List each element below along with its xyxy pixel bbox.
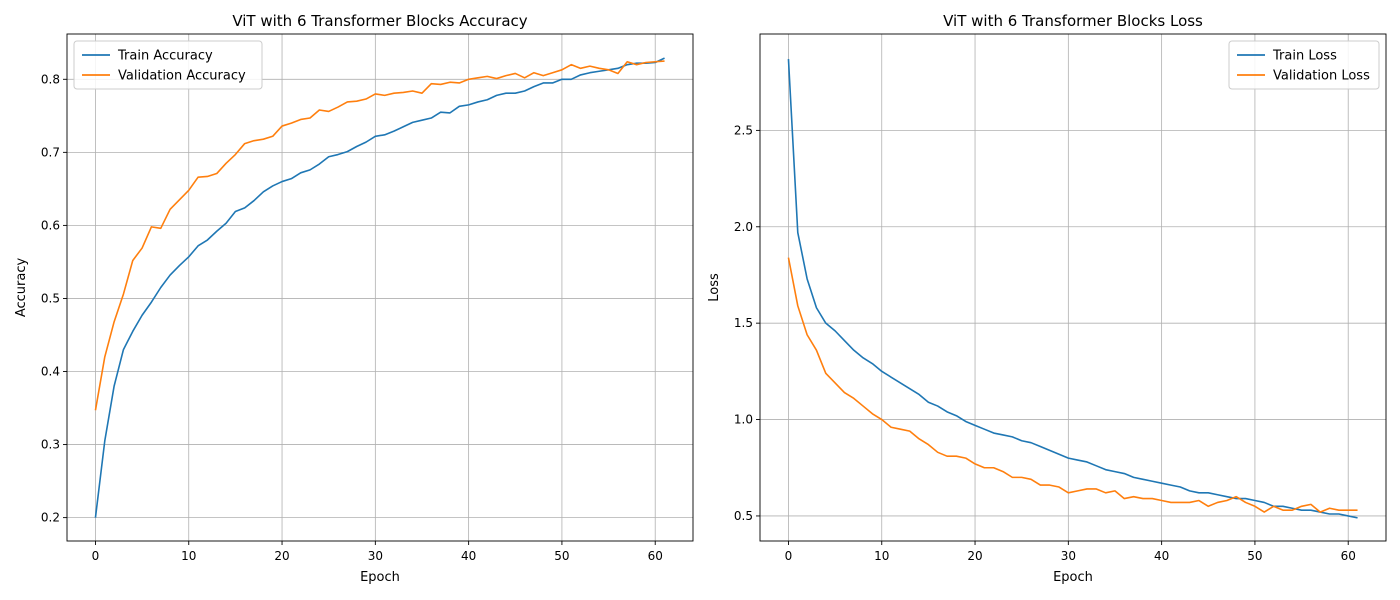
y-tick-label: 0.7 bbox=[41, 145, 60, 159]
x-tick-label: 10 bbox=[874, 549, 889, 563]
y-tick-label: 0.2 bbox=[41, 511, 60, 525]
x-tick-label: 20 bbox=[274, 549, 289, 563]
x-axis-label: Epoch bbox=[360, 570, 400, 585]
x-tick-label: 30 bbox=[368, 549, 383, 563]
legend-box bbox=[1228, 40, 1380, 90]
series-line-validation-loss bbox=[787, 257, 1358, 513]
y-tick-label: 0.5 bbox=[41, 291, 60, 305]
x-tick-label: 0 bbox=[785, 549, 793, 563]
y-tick-label: 2.5 bbox=[734, 123, 753, 137]
series-line-train-loss bbox=[787, 59, 1358, 519]
x-tick-label: 30 bbox=[1061, 549, 1076, 563]
y-tick-label: 2.0 bbox=[734, 220, 753, 234]
x-tick-label: 60 bbox=[1341, 549, 1356, 563]
y-tick-label: 1.0 bbox=[734, 413, 753, 427]
legend-entry: Validation Accuracy bbox=[118, 69, 246, 84]
x-tick-label: 50 bbox=[554, 549, 569, 563]
y-tick-label: 0.8 bbox=[41, 72, 60, 86]
grid bbox=[67, 34, 693, 541]
x-tick-label: 50 bbox=[1247, 549, 1262, 563]
x-axis-label: Epoch bbox=[1053, 570, 1093, 585]
plot-frame bbox=[759, 33, 1387, 542]
grid bbox=[760, 34, 1386, 541]
x-tick-label: 20 bbox=[967, 549, 982, 563]
y-axis-label: Loss bbox=[707, 273, 722, 302]
legend-entry: Train Loss bbox=[1272, 49, 1337, 64]
y-tick-label: 1.5 bbox=[734, 316, 753, 330]
y-tick-label: 0.6 bbox=[41, 218, 60, 232]
y-axis-label: Accuracy bbox=[14, 258, 29, 318]
x-tick-label: 0 bbox=[92, 549, 100, 563]
x-tick-label: 40 bbox=[1154, 549, 1169, 563]
chart-title: ViT with 6 Transformer Blocks Loss bbox=[943, 12, 1203, 30]
legend: Train Loss Validation Loss bbox=[1228, 40, 1380, 90]
chart-2: ViT with 6 Transformer Blocks Loss 0 10 20 3… bbox=[707, 12, 1387, 585]
plot-frame bbox=[66, 33, 694, 542]
legend-entry: Train Accuracy bbox=[117, 49, 213, 64]
x-tick-label: 10 bbox=[181, 549, 196, 563]
x-tick-label: 40 bbox=[461, 549, 476, 563]
chart-1: ViT with 6 Transformer Blocks Accuracy 0 1… bbox=[14, 12, 694, 585]
chart-title: ViT with 6 Transformer Blocks Accuracy bbox=[232, 12, 527, 30]
series-line-validation-accuracy bbox=[94, 60, 665, 411]
x-tick-label: 60 bbox=[648, 549, 663, 563]
y-tick-label: 0.5 bbox=[734, 509, 753, 523]
legend: Train Accuracy Validation Accuracy bbox=[73, 40, 263, 90]
legend-box bbox=[73, 40, 263, 90]
legend-entry: Validation Loss bbox=[1273, 69, 1370, 84]
y-tick-label: 0.3 bbox=[41, 438, 60, 452]
y-tick-label: 0.4 bbox=[41, 365, 60, 379]
series-line-train-accuracy bbox=[94, 57, 665, 518]
